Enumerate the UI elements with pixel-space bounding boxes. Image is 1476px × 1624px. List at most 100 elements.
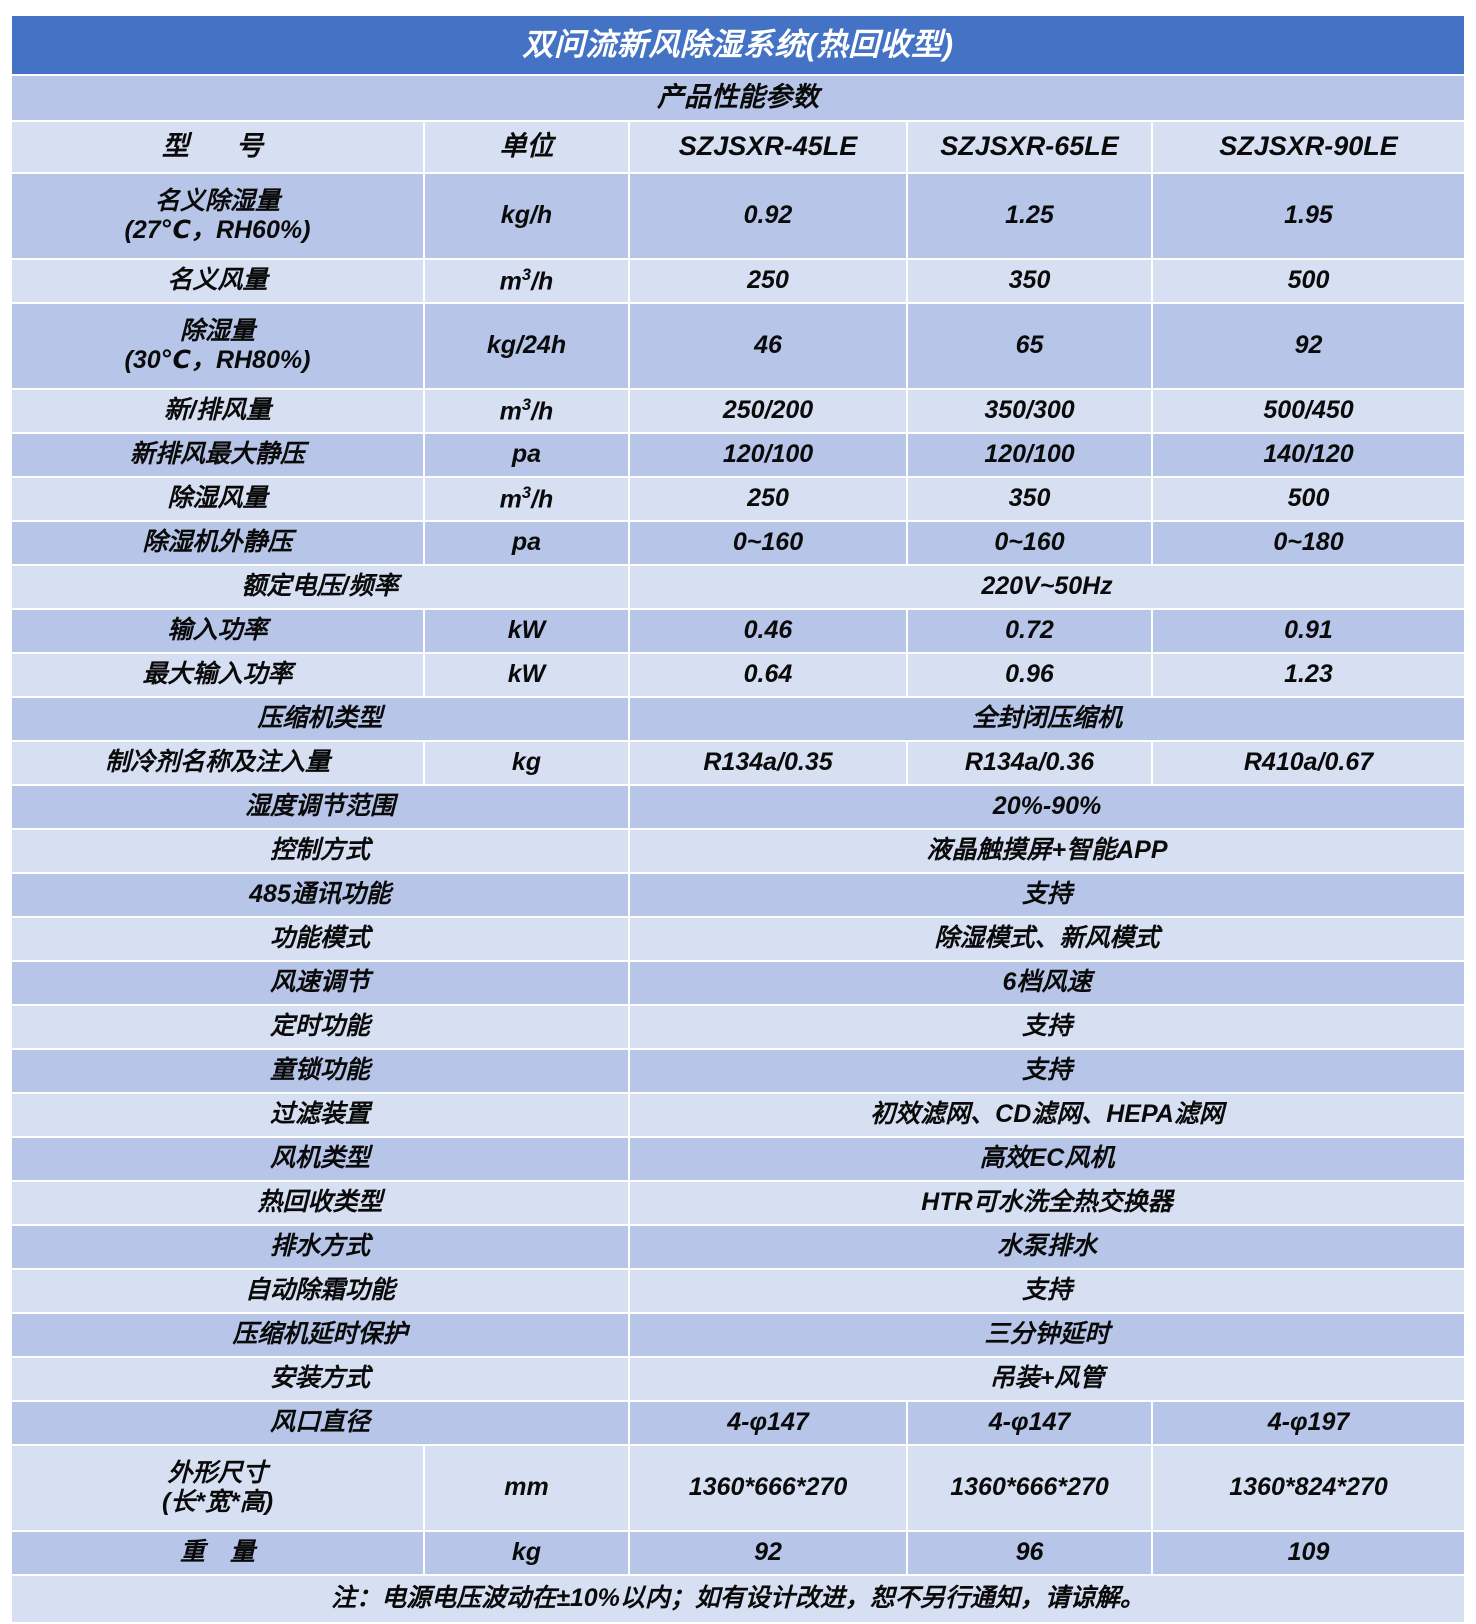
row-label: 输入功率 [12, 610, 425, 652]
row-value-model-3: 500/450 [1153, 390, 1464, 432]
row-value-model-1: 4-φ147 [630, 1402, 908, 1444]
row-unit: kW [425, 610, 630, 652]
row-label: 过滤装置 [12, 1094, 630, 1136]
row-label: 风速调节 [12, 962, 630, 1004]
spec-row: 热回收类型 HTR可水洗全热交换器 [12, 1182, 1464, 1224]
row-label: 压缩机延时保护 [12, 1314, 630, 1356]
row-merged-value: 除湿模式、新风模式 [630, 918, 1464, 960]
spec-row: 自动除霜功能 支持 [12, 1270, 1464, 1312]
row-value-model-1: 0.46 [630, 610, 908, 652]
row-label: 安装方式 [12, 1358, 630, 1400]
row-value-model-2: 1.25 [908, 174, 1153, 258]
row-value-model-1: 0~160 [630, 522, 908, 564]
row-value-model-3: 1360*824*270 [1153, 1446, 1464, 1530]
row-value-model-2: 1360*666*270 [908, 1446, 1153, 1530]
title-row: 双问流新风除湿系统(热回收型) [12, 16, 1465, 74]
spec-row: 功能模式 除湿模式、新风模式 [12, 918, 1464, 960]
row-label: 风口直径 [12, 1402, 630, 1444]
row-label: 定时功能 [12, 1006, 630, 1048]
row-label: 湿度调节范围 [12, 786, 630, 828]
spec-row: 485通讯功能 支持 [12, 874, 1464, 916]
row-value-model-1: 46 [630, 304, 908, 388]
row-unit: kg/24h [425, 304, 630, 388]
row-label: 热回收类型 [12, 1182, 630, 1224]
row-merged-value: 220V~50Hz [630, 566, 1464, 608]
header-unit: 单位 [425, 122, 630, 172]
row-value-model-1: R134a/0.35 [630, 742, 908, 784]
row-value-model-3: R410a/0.67 [1153, 742, 1464, 784]
row-label: 风机类型 [12, 1138, 630, 1180]
row-unit: kg/h [425, 174, 630, 258]
spec-row: 外形尺寸 (长*宽*高) mm 1360*666*270 1360*666*270 136… [12, 1446, 1464, 1530]
row-label: 排水方式 [12, 1226, 630, 1268]
row-merged-value: 支持 [630, 1270, 1464, 1312]
row-label: 名义风量 [12, 260, 425, 302]
spec-row: 新/排风量 m3/h 250/200 350/300 500/450 [12, 390, 1464, 432]
row-merged-value: 6档风速 [630, 962, 1464, 1004]
product-spec-rows: 名义除湿量 (27℃，RH60%) kg/h 0.92 1.25 1.95 名义风量 m3/h… [12, 172, 1464, 1576]
row-unit: pa [425, 434, 630, 476]
row-label: 控制方式 [12, 830, 630, 872]
row-value-model-2: R134a/0.36 [908, 742, 1153, 784]
row-label: 童锁功能 [12, 1050, 630, 1092]
spec-row: 制冷剂名称及注入量 kg R134a/0.35 R134a/0.36 R410a/0.6… [12, 742, 1464, 784]
row-label: 485通讯功能 [12, 874, 630, 916]
row-value-model-3: 0~180 [1153, 522, 1464, 564]
row-value-model-1: 0.64 [630, 654, 908, 696]
row-value-model-2: 120/100 [908, 434, 1153, 476]
row-value-model-1: 92 [630, 1532, 908, 1574]
row-merged-value: 吊装+风管 [630, 1358, 1464, 1400]
spec-row: 除湿量 (30℃，RH80%) kg/24h 46 65 92 [12, 304, 1464, 388]
spec-row: 湿度调节范围 20%-90% [12, 786, 1464, 828]
row-value-model-3: 92 [1153, 304, 1464, 388]
spec-row: 新排风最大静压 pa 120/100 120/100 140/120 [12, 434, 1464, 476]
row-value-model-1: 120/100 [630, 434, 908, 476]
section-title: 产品性能参数 [12, 76, 1465, 120]
spec-table-body: 双问流新风除湿系统(热回收型) 产品性能参数 型 号 单位 SZJSXR-45L… [12, 16, 1465, 172]
row-value-model-2: 0~160 [908, 522, 1153, 564]
note-row: 注：电源电压波动在±10%以内；如有设计改进，恕不另行通知，请谅解。 [12, 1576, 1464, 1622]
row-value-model-1: 1360*666*270 [630, 1446, 908, 1530]
header-model-1: SZJSXR-45LE [630, 122, 908, 172]
row-label: 除湿风量 [12, 478, 425, 520]
row-label: 除湿机外静压 [12, 522, 425, 564]
row-value-model-2: 4-φ147 [908, 1402, 1153, 1444]
row-merged-value: 全封闭压缩机 [630, 698, 1464, 740]
spec-row: 名义除湿量 (27℃，RH60%) kg/h 0.92 1.25 1.95 [12, 174, 1464, 258]
row-label: 制冷剂名称及注入量 [12, 742, 425, 784]
row-merged-value: 20%-90% [630, 786, 1464, 828]
row-value-model-2: 65 [908, 304, 1153, 388]
row-merged-value: 高效EC风机 [630, 1138, 1464, 1180]
sheet-title: 双问流新风除湿系统(热回收型) [12, 16, 1465, 74]
row-merged-value: 支持 [630, 1006, 1464, 1048]
row-value-model-3: 1.95 [1153, 174, 1464, 258]
spec-rows-body: 名义除湿量 (27℃，RH60%) kg/h 0.92 1.25 1.95 名义风量 m3/h… [12, 174, 1464, 1574]
row-value-model-1: 0.92 [630, 174, 908, 258]
row-value-model-2: 0.72 [908, 610, 1153, 652]
row-value-model-2: 96 [908, 1532, 1153, 1574]
spec-row: 压缩机类型 全封闭压缩机 [12, 698, 1464, 740]
spec-row: 排水方式 水泵排水 [12, 1226, 1464, 1268]
row-merged-value: 支持 [630, 1050, 1464, 1092]
row-unit: kW [425, 654, 630, 696]
row-unit: kg [425, 742, 630, 784]
row-value-model-2: 350 [908, 260, 1153, 302]
spec-row: 额定电压/频率 220V~50Hz [12, 566, 1464, 608]
row-merged-value: 初效滤网、CD滤网、HEPA滤网 [630, 1094, 1464, 1136]
row-merged-value: 三分钟延时 [630, 1314, 1464, 1356]
column-header-row: 型 号 单位 SZJSXR-45LE SZJSXR-65LE SZJSXR-90… [12, 122, 1465, 172]
row-label: 功能模式 [12, 918, 630, 960]
spec-row: 控制方式 液晶触摸屏+智能APP [12, 830, 1464, 872]
row-value-model-3: 0.91 [1153, 610, 1464, 652]
row-unit: m3/h [425, 390, 630, 432]
row-label: 名义除湿量 (27℃，RH60%) [12, 174, 425, 258]
row-merged-value: HTR可水洗全热交换器 [630, 1182, 1464, 1224]
row-label: 最大输入功率 [12, 654, 425, 696]
spec-row: 除湿机外静压 pa 0~160 0~160 0~180 [12, 522, 1464, 564]
spec-row: 压缩机延时保护 三分钟延时 [12, 1314, 1464, 1356]
row-value-model-2: 350 [908, 478, 1153, 520]
header-model-3: SZJSXR-90LE [1153, 122, 1465, 172]
row-unit: kg [425, 1532, 630, 1574]
row-value-model-1: 250 [630, 260, 908, 302]
row-label: 额定电压/频率 [12, 566, 630, 608]
